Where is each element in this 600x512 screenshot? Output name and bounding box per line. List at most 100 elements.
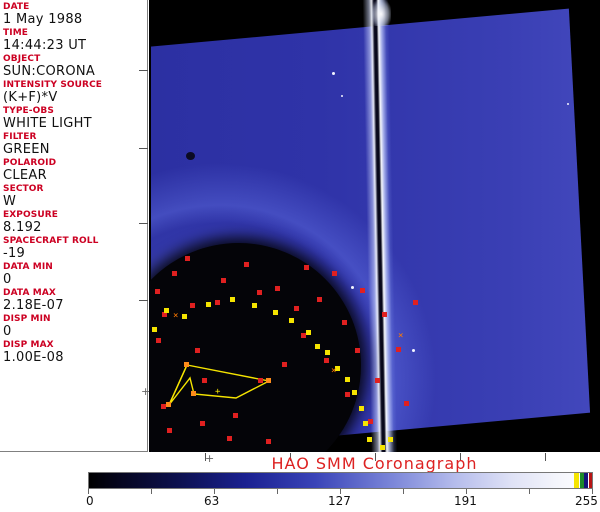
meta-value-polaroid: CLEAR — [3, 168, 47, 183]
marker-yellow — [152, 327, 157, 332]
colorbar-label-191: 191 — [454, 494, 477, 508]
colorbar-gradient — [89, 473, 592, 488]
marker-red — [195, 348, 200, 353]
meta-row-type-obs: TYPE-OBS WHITE LIGHT — [3, 106, 147, 131]
meta-value-date: 1 May 1988 — [3, 12, 83, 27]
colorbar-label-255: 255 — [575, 494, 598, 508]
meta-row-time: TIME 14:44:23 UT — [3, 28, 147, 53]
colorbar[interactable]: 0 63 127 191 255 — [86, 472, 598, 509]
meta-value-type-obs: WHITE LIGHT — [3, 116, 92, 131]
marker-red — [266, 439, 271, 444]
marker-yellow — [345, 377, 350, 382]
marker-red — [172, 271, 177, 276]
colorbar-band-green — [579, 473, 584, 488]
marker-yellow — [315, 344, 320, 349]
marker-red — [368, 419, 373, 424]
meta-row-exposure: EXPOSURE 8.192 — [3, 210, 147, 235]
meta-row-filter: FILTER GREEN — [3, 132, 147, 157]
marker-red — [258, 378, 263, 383]
meta-row-sector: SECTOR W — [3, 184, 147, 209]
marker-red — [301, 333, 306, 338]
metadata-panel: DATE 1 May 1988 TIME 14:44:23 UT OBJECT … — [0, 0, 148, 452]
axis-tick-left — [139, 148, 148, 149]
colorbar-tick — [88, 489, 89, 494]
marker-red — [342, 320, 347, 325]
meta-value-object: SUN:CORONA — [3, 64, 96, 79]
meta-value-disp-min: 0 — [3, 324, 12, 339]
marker-red — [185, 256, 190, 261]
colorbar-strip[interactable] — [88, 472, 593, 489]
marker-red — [396, 347, 401, 352]
meta-key-type-obs: TYPE-OBS — [3, 106, 54, 116]
axis-tick-left — [139, 70, 148, 71]
meta-key-date: DATE — [3, 2, 30, 12]
meta-key-sector: SECTOR — [3, 184, 44, 194]
dark-blemish — [186, 152, 195, 160]
meta-key-polaroid: POLAROID — [3, 158, 57, 168]
coronagraph-image[interactable]: + — [149, 0, 600, 452]
marker-red — [167, 428, 172, 433]
marker-red — [355, 348, 360, 353]
meta-key-data-max: DATA MAX — [3, 288, 56, 298]
marker-red — [375, 378, 380, 383]
star-speck — [567, 103, 569, 105]
colorbar-tick — [151, 489, 152, 494]
meta-key-spacecraft-roll: SPACECRAFT ROLL — [3, 236, 99, 246]
axis-tick-bottom — [290, 453, 291, 461]
marker-yellow — [359, 406, 364, 411]
meta-row-intensity-source: INTENSITY SOURCE (K+F)*V — [3, 80, 147, 105]
marker-yellow — [380, 445, 385, 450]
marker-red — [413, 300, 418, 305]
marker-red — [345, 392, 350, 397]
marker-yellow — [352, 390, 357, 395]
polygon-vertex — [266, 378, 271, 383]
marker-yellow — [230, 297, 235, 302]
marker-x: × — [173, 311, 179, 321]
meta-value-sector: W — [3, 194, 17, 209]
marker-yellow — [367, 437, 372, 442]
meta-value-spacecraft-roll: -19 — [3, 246, 26, 261]
meta-value-exposure: 8.192 — [3, 220, 42, 235]
meta-value-disp-max: 1.00E-08 — [3, 350, 64, 365]
colorbar-band-red — [588, 473, 592, 488]
marker-red — [282, 362, 287, 367]
meta-value-intensity-source: (K+F)*V — [3, 90, 58, 105]
meta-value-filter: GREEN — [3, 142, 50, 157]
marker-yellow — [182, 314, 187, 319]
marker-red — [332, 271, 337, 276]
meta-key-filter: FILTER — [3, 132, 37, 142]
axis-center-marker-bottom: + — [205, 452, 215, 465]
colorbar-band-yellow — [573, 473, 579, 488]
axis-center-marker-left: + — [141, 385, 151, 398]
meta-key-intensity-source: INTENSITY SOURCE — [3, 80, 103, 90]
plot-title: HAO SMM Coronagraph — [271, 454, 478, 473]
colorbar-tick — [592, 489, 593, 494]
marker-yellow — [206, 302, 211, 307]
meta-row-data-max: DATA MAX 2.18E-07 — [3, 288, 147, 313]
polygon-center-plus: + — [215, 387, 221, 397]
colorbar-tick — [277, 489, 278, 494]
meta-row-object: OBJECT SUN:CORONA — [3, 54, 147, 79]
feature-polygon-overlay — [168, 364, 272, 406]
meta-row-disp-max: DISP MAX 1.00E-08 — [3, 340, 147, 365]
star-speck — [351, 286, 354, 289]
marker-red — [156, 338, 161, 343]
axis-tick-bottom — [205, 453, 206, 461]
colorbar-tick — [529, 489, 530, 494]
marker-yellow — [289, 318, 294, 323]
meta-key-object: OBJECT — [3, 54, 41, 64]
meta-row-disp-min: DISP MIN 0 — [3, 314, 147, 339]
star-speck — [412, 349, 415, 352]
meta-row-data-min: DATA MIN 0 — [3, 262, 147, 287]
marker-red — [275, 286, 280, 291]
marker-red — [202, 378, 207, 383]
marker-red — [360, 288, 365, 293]
meta-key-time: TIME — [3, 28, 28, 38]
marker-red — [324, 358, 329, 363]
marker-yellow — [252, 303, 257, 308]
marker-red — [215, 300, 220, 305]
colorbar-label-127: 127 — [328, 494, 351, 508]
axis-tick-bottom — [375, 453, 376, 461]
marker-x: × — [398, 331, 404, 341]
